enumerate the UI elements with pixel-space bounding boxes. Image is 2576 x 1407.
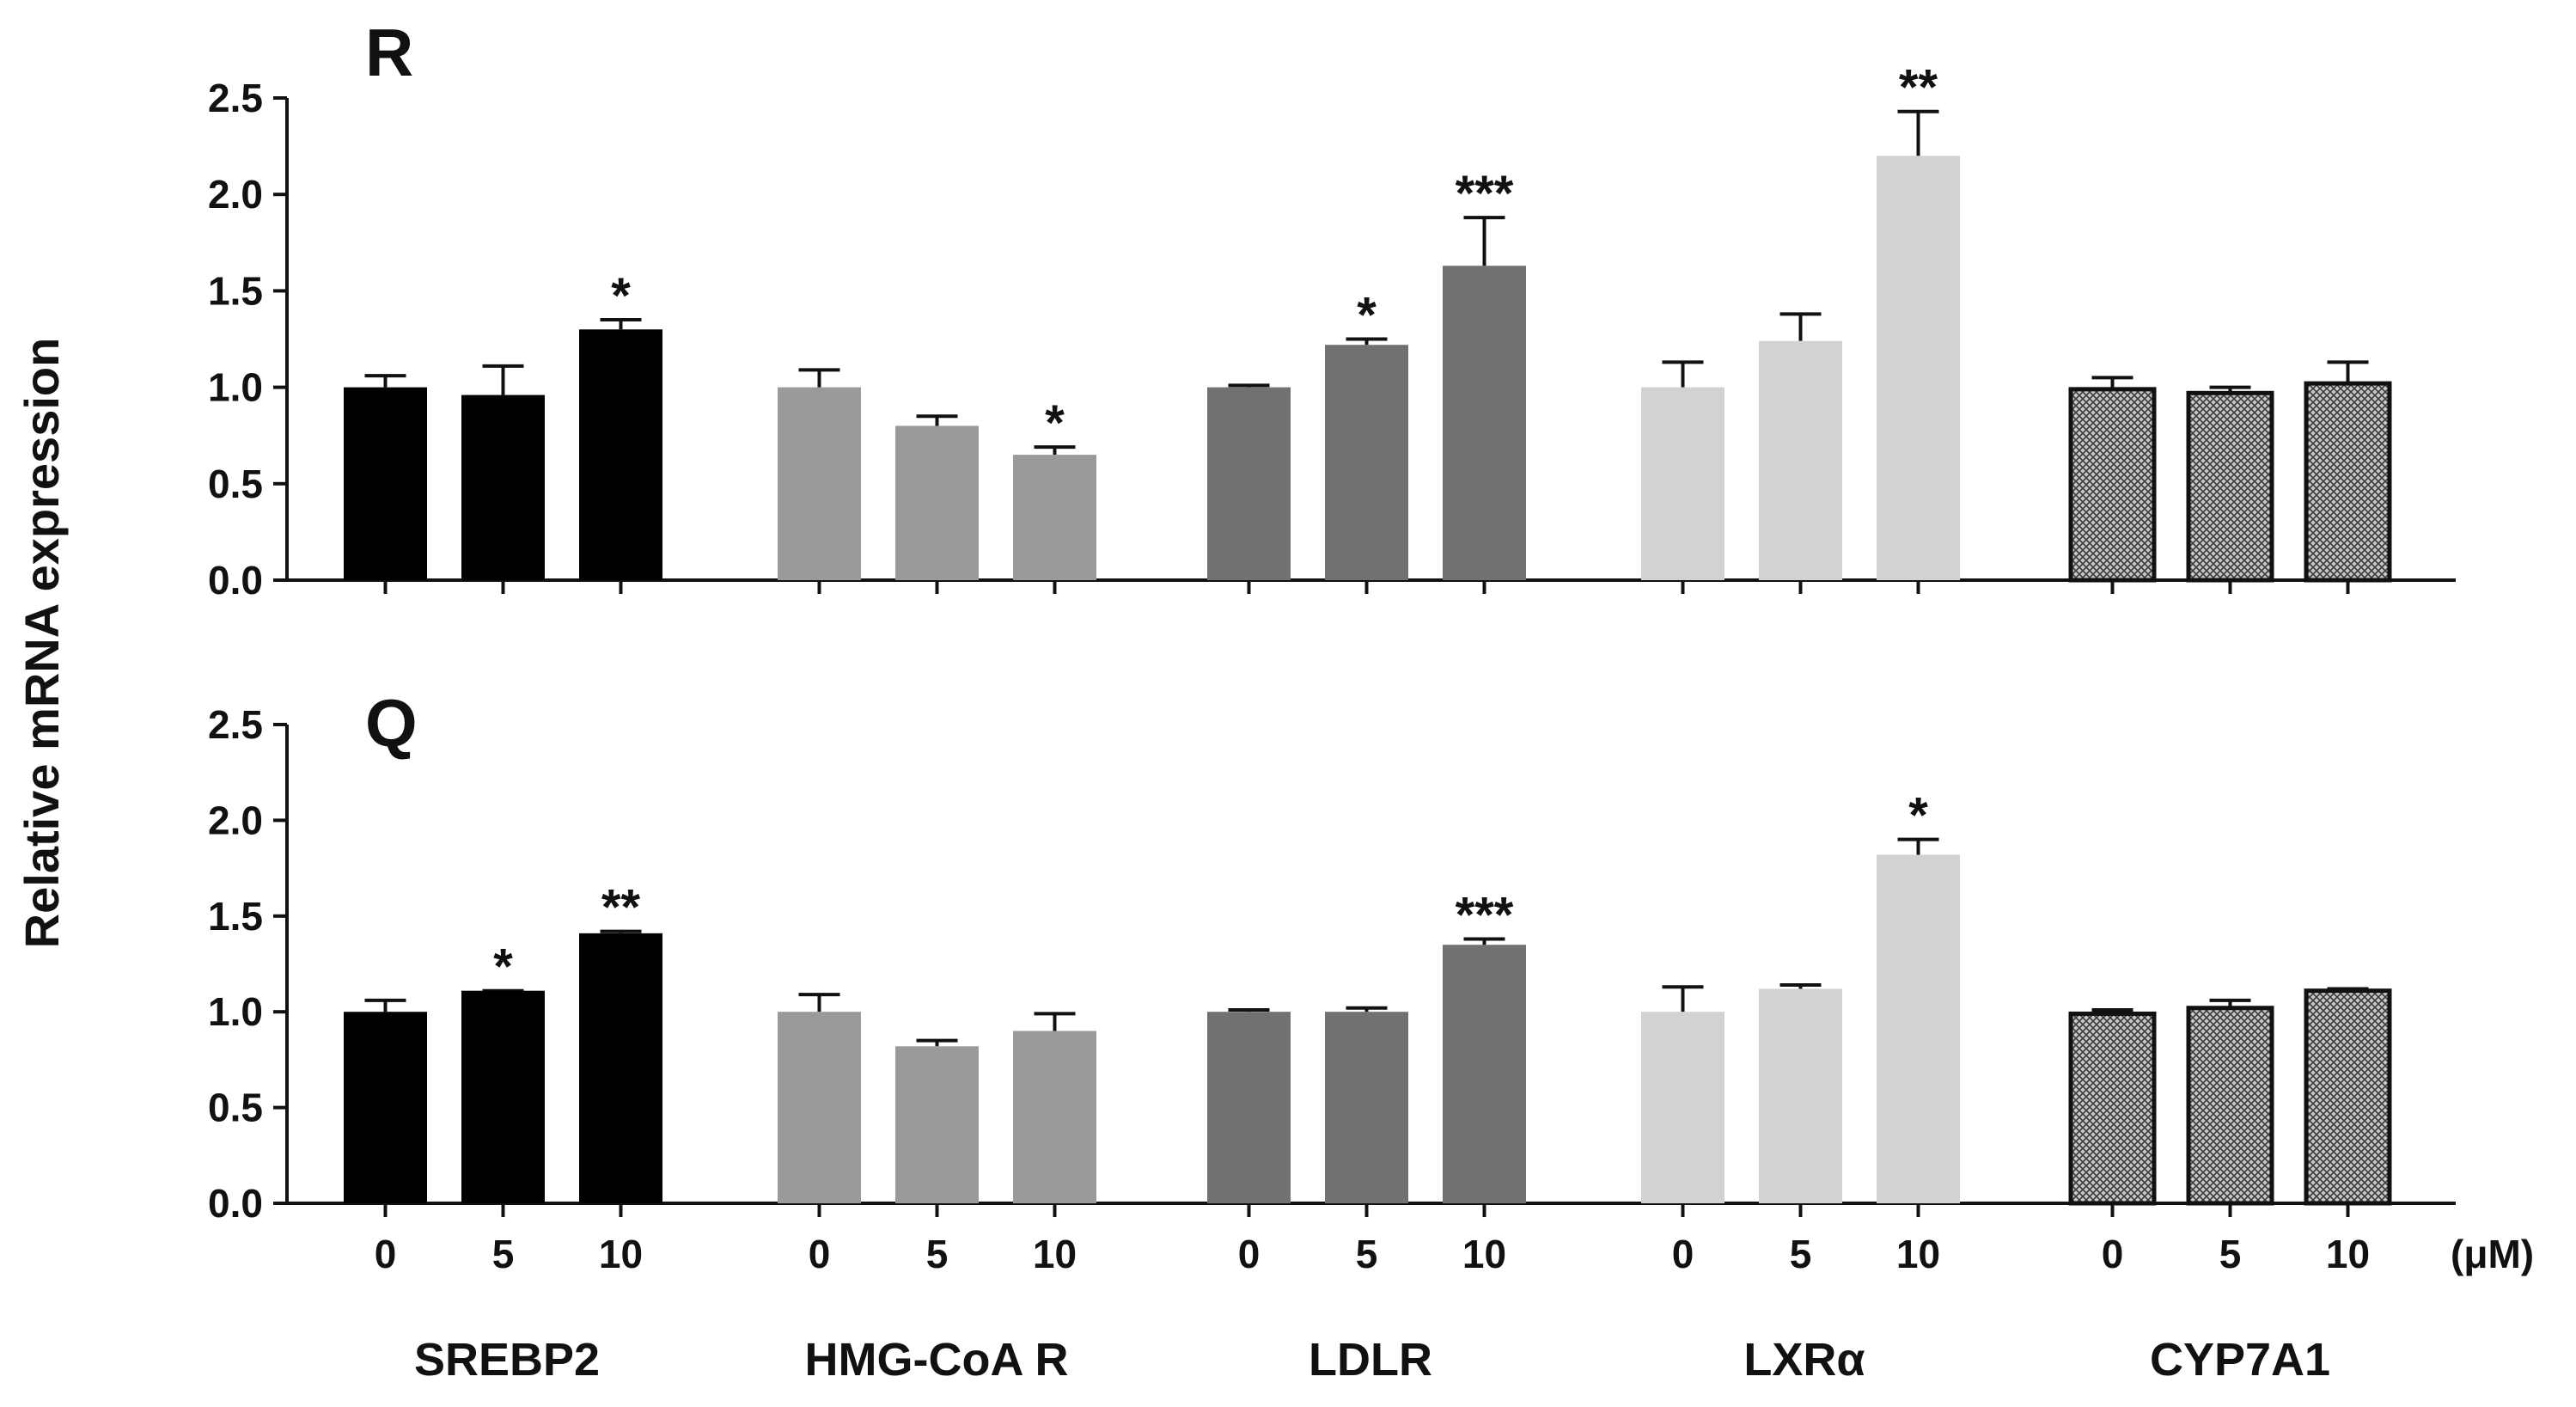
significance-label: * xyxy=(1908,788,1928,844)
bar xyxy=(1877,854,1960,1203)
bar xyxy=(1877,156,1960,580)
y-tick-label: 1.5 xyxy=(208,894,263,939)
bar xyxy=(344,1012,427,1203)
x-tick-label: 10 xyxy=(1462,1232,1506,1276)
bar xyxy=(461,990,545,1203)
bar xyxy=(344,387,427,580)
y-tick-label: 0.5 xyxy=(208,1086,263,1130)
panel-R: R0.00.51.01.52.02.5******** xyxy=(208,15,2456,603)
bar-group-4: 0 5 10 xyxy=(2068,987,2392,1276)
bar xyxy=(2186,1006,2274,1206)
significance-label: * xyxy=(1357,288,1377,344)
y-tick-label: 2.0 xyxy=(208,798,263,842)
bar-group-2: **** xyxy=(1207,166,1526,594)
x-tick-label: 5 xyxy=(1356,1232,1378,1276)
bar xyxy=(778,387,861,580)
bar xyxy=(1013,455,1096,580)
x-tick-label: 10 xyxy=(1896,1232,1940,1276)
bar-group-3: ** xyxy=(1641,60,1960,594)
x-tick-label: 10 xyxy=(1033,1232,1077,1276)
bar xyxy=(2186,390,2274,583)
bar xyxy=(895,425,979,580)
gene-label: LDLR xyxy=(1309,1334,1432,1386)
bar xyxy=(1443,945,1526,1203)
bar xyxy=(579,329,662,580)
gene-label: LXRα xyxy=(1743,1334,1865,1386)
bar-group-3: 0 5 * 10 xyxy=(1641,788,1960,1276)
bar-group-1: 0 5 10 xyxy=(778,993,1096,1276)
y-tick-label: 0.5 xyxy=(208,462,263,506)
bar-group-0: 0 * 5 ** 10 xyxy=(344,880,662,1276)
bar-group-1: * xyxy=(778,368,1096,594)
bar-group-0: * xyxy=(344,268,662,594)
x-tick-label: 5 xyxy=(492,1232,515,1276)
y-tick-label: 2.5 xyxy=(208,702,263,747)
gene-label: SREBP2 xyxy=(414,1334,600,1386)
x-tick-label: 5 xyxy=(2219,1232,2242,1276)
significance-label: ** xyxy=(1899,60,1938,116)
panel-title: Q xyxy=(365,685,418,761)
bar xyxy=(1641,387,1724,580)
bar-group-2: 0 5 *** 10 xyxy=(1207,888,1526,1276)
panel-Q: Q 0.0 0.5 1.0 1.5 2.0 2.5 0 * 5 ** 10 0 5 10 0 5 *** 10 0 5 *… xyxy=(208,685,2456,1276)
bar xyxy=(1641,1012,1724,1203)
x-tick-label: 10 xyxy=(2326,1232,2370,1276)
bar xyxy=(1759,340,1842,580)
panels: R0.00.51.01.52.02.5********Q0.00.51.01.5… xyxy=(208,15,2456,1276)
x-tick-label: 0 xyxy=(1672,1232,1694,1276)
bar xyxy=(1443,266,1526,580)
y-tick-label: 1.5 xyxy=(208,268,263,313)
y-tick-label: 1.0 xyxy=(208,365,263,410)
significance-label: *** xyxy=(1456,166,1514,222)
bar xyxy=(1759,988,1842,1203)
bar xyxy=(778,1012,861,1203)
significance-label: ** xyxy=(601,880,641,936)
x-tick-label: 0 xyxy=(809,1232,831,1276)
significance-label: * xyxy=(493,939,513,995)
y-axis-label: Relative mRNA expression xyxy=(15,338,69,949)
x-tick-label: 0 xyxy=(2102,1232,2124,1276)
x-tick-label: 5 xyxy=(926,1232,949,1276)
bar xyxy=(2068,1011,2157,1206)
y-tick-label: 1.0 xyxy=(208,989,263,1034)
bar xyxy=(895,1046,979,1203)
y-tick-label: 2.0 xyxy=(208,172,263,217)
gene-label: HMG-CoA R xyxy=(805,1334,1069,1386)
bar xyxy=(1207,1012,1291,1203)
significance-label: * xyxy=(1045,395,1065,451)
bar xyxy=(2068,387,2157,583)
bar xyxy=(461,395,545,580)
panel-title: R xyxy=(365,15,413,90)
bar xyxy=(1325,1012,1408,1203)
y-tick-label: 2.5 xyxy=(208,76,263,120)
bar xyxy=(2304,381,2392,583)
bar xyxy=(579,933,662,1203)
x-tick-label: 0 xyxy=(375,1232,397,1276)
y-tick-label: 0.0 xyxy=(208,558,263,603)
significance-label: *** xyxy=(1456,888,1514,944)
bar xyxy=(2304,988,2392,1206)
gene-labels: SREBP2 HMG-CoA R LDLR LXRα CYP7A1 xyxy=(414,1334,2330,1386)
y-tick-label: 0.0 xyxy=(208,1181,263,1226)
x-tick-label: 0 xyxy=(1238,1232,1261,1276)
x-tick-label: 10 xyxy=(599,1232,643,1276)
bar xyxy=(1325,345,1408,580)
significance-label: * xyxy=(611,268,631,324)
x-tick-label: 5 xyxy=(1790,1232,1812,1276)
bar-group-4 xyxy=(2068,360,2392,594)
bar xyxy=(1013,1031,1096,1203)
gene-label: CYP7A1 xyxy=(2150,1334,2330,1386)
bar xyxy=(1207,387,1291,580)
unit-label: (μM) xyxy=(2451,1232,2534,1276)
